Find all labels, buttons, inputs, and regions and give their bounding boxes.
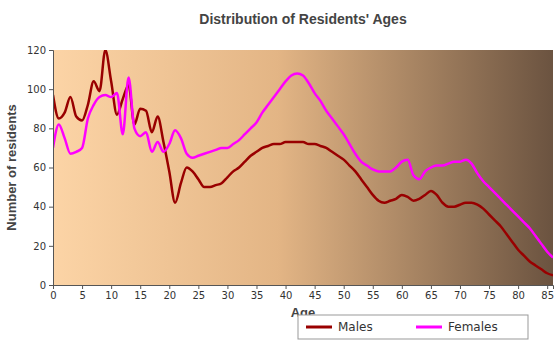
tick: 80 — [33, 123, 53, 134]
tick-label: 25 — [192, 290, 205, 301]
tick-mark — [49, 207, 53, 208]
tick-mark — [169, 285, 170, 289]
tick-label: 15 — [134, 290, 147, 301]
tick-label: 20 — [163, 290, 176, 301]
tick-mark — [547, 285, 548, 289]
tick-label: 120 — [27, 45, 46, 56]
tick: 100 — [27, 84, 53, 95]
legend-box — [298, 315, 528, 339]
tick: 25 — [192, 285, 205, 301]
tick: 30 — [222, 285, 235, 301]
tick: 0 — [40, 280, 53, 291]
x-axis: 0 5 10 15 20 25 30 35 40 45 50 55 60 65 70 75 80 85 — [50, 285, 554, 301]
tick: 20 — [163, 285, 176, 301]
legend-swatch — [306, 326, 332, 329]
title: Distribution of Residents' Ages — [199, 11, 407, 27]
tick-mark — [49, 89, 53, 90]
tick: 5 — [79, 285, 85, 301]
axis-line — [49, 51, 54, 286]
tick-label: 5 — [79, 290, 85, 301]
axis-line — [54, 286, 554, 290]
chart: 0 5 10 15 20 25 30 35 40 45 50 55 60 65 70 75 80 85 0 20 40 6… — [0, 0, 560, 353]
legend: Males Females — [298, 315, 528, 339]
tick: 10 — [105, 285, 118, 301]
legend-swatch — [416, 326, 442, 329]
tick-label: 30 — [222, 290, 235, 301]
tick: 50 — [338, 285, 351, 301]
tick: 35 — [251, 285, 264, 301]
tick-mark — [49, 285, 53, 286]
tick-label: 10 — [105, 290, 118, 301]
tick-label: 85 — [541, 290, 554, 301]
tick-mark — [49, 128, 53, 129]
tick-mark — [49, 246, 53, 247]
legend-label: Males — [338, 320, 373, 334]
tick-label: 100 — [27, 84, 46, 95]
tick-label: 50 — [338, 290, 351, 301]
tick-mark — [344, 285, 345, 289]
tick-label: 20 — [33, 241, 46, 252]
tick-mark — [489, 285, 490, 289]
tick-mark — [49, 50, 53, 51]
tick-mark — [82, 285, 83, 289]
tick-mark — [256, 285, 257, 289]
tick: 65 — [425, 285, 438, 301]
tick: 45 — [309, 285, 322, 301]
tick-label: 0 — [50, 290, 56, 301]
tick-label: 60 — [33, 162, 46, 173]
tick: 55 — [367, 285, 380, 301]
tick-mark — [198, 285, 199, 289]
tick: 0 — [50, 285, 56, 301]
tick-mark — [227, 285, 228, 289]
tick-label: 55 — [367, 290, 380, 301]
lines — [53, 50, 553, 275]
tick-label: 45 — [309, 290, 322, 301]
tick: 60 — [33, 162, 53, 173]
tick-mark — [286, 285, 287, 289]
tick-label: 70 — [454, 290, 467, 301]
tick-mark — [518, 285, 519, 289]
legend-label: Females — [448, 320, 498, 334]
tick-label: 80 — [512, 290, 525, 301]
tick-mark — [373, 285, 374, 289]
tick: 70 — [454, 285, 467, 301]
tick: 40 — [280, 285, 293, 301]
tick: 80 — [512, 285, 525, 301]
line — [53, 50, 553, 275]
tick: 75 — [483, 285, 496, 301]
tick-label: 0 — [40, 280, 46, 291]
tick-mark — [431, 285, 432, 289]
tick-label: 40 — [280, 290, 293, 301]
y-axis-title: Number of residents — [4, 104, 19, 230]
tick-label: 75 — [483, 290, 496, 301]
tick: 15 — [134, 285, 147, 301]
tick-mark — [460, 285, 461, 289]
tick: 40 — [33, 201, 53, 212]
line — [53, 74, 553, 258]
tick: 60 — [396, 285, 409, 301]
tick-mark — [111, 285, 112, 289]
y-axis: 0 20 40 60 80 100 120 — [27, 45, 54, 291]
tick-mark — [49, 168, 53, 169]
tick-label: 60 — [396, 290, 409, 301]
tick-mark — [402, 285, 403, 289]
plot-background — [53, 50, 553, 285]
tick-mark — [315, 285, 316, 289]
tick-label: 40 — [33, 201, 46, 212]
tick-label: 65 — [425, 290, 438, 301]
tick-label: 80 — [33, 123, 46, 134]
tick-mark — [140, 285, 141, 289]
tick: 85 — [541, 285, 554, 301]
plot: 0 5 10 15 20 25 30 35 40 45 50 55 60 65 70 75 80 85 0 20 40 6… — [27, 45, 554, 301]
tick-label: 35 — [251, 290, 264, 301]
tick: 120 — [27, 45, 53, 56]
tick: 20 — [33, 241, 53, 252]
